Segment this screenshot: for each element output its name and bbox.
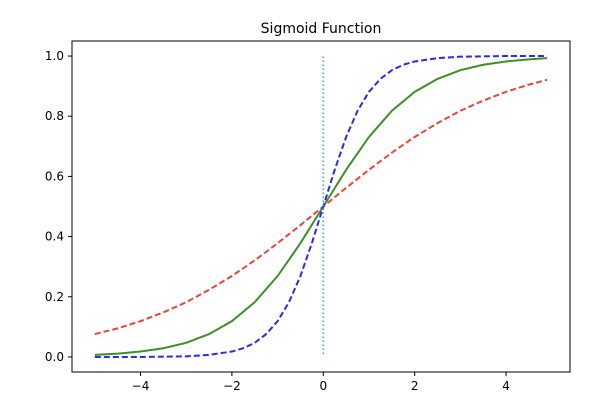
x-tick-label: 2	[411, 379, 419, 393]
y-axis: 0.0 0.2 0.4 0.6 0.8 1.0	[45, 49, 72, 364]
series-line-1	[94, 78, 548, 336]
x-tick-label: −2	[223, 379, 241, 393]
x-axis: −4 −2 0 2 4	[132, 372, 510, 393]
series-line-3	[94, 55, 548, 358]
y-tick-label: 0.4	[45, 230, 64, 244]
chart-title: Sigmoid Function	[261, 21, 382, 37]
x-tick-label: −4	[132, 379, 150, 393]
plot-frame	[71, 40, 571, 373]
x-tick-label: 0	[319, 379, 327, 393]
y-tick-label: 0.8	[45, 109, 64, 123]
x-tick-label: 4	[502, 379, 510, 393]
series-layer	[94, 55, 548, 358]
y-tick-label: 0.0	[45, 350, 64, 364]
y-tick-label: 1.0	[45, 49, 64, 63]
y-tick-label: 0.2	[45, 290, 64, 304]
y-tick-label: 0.6	[45, 169, 64, 183]
